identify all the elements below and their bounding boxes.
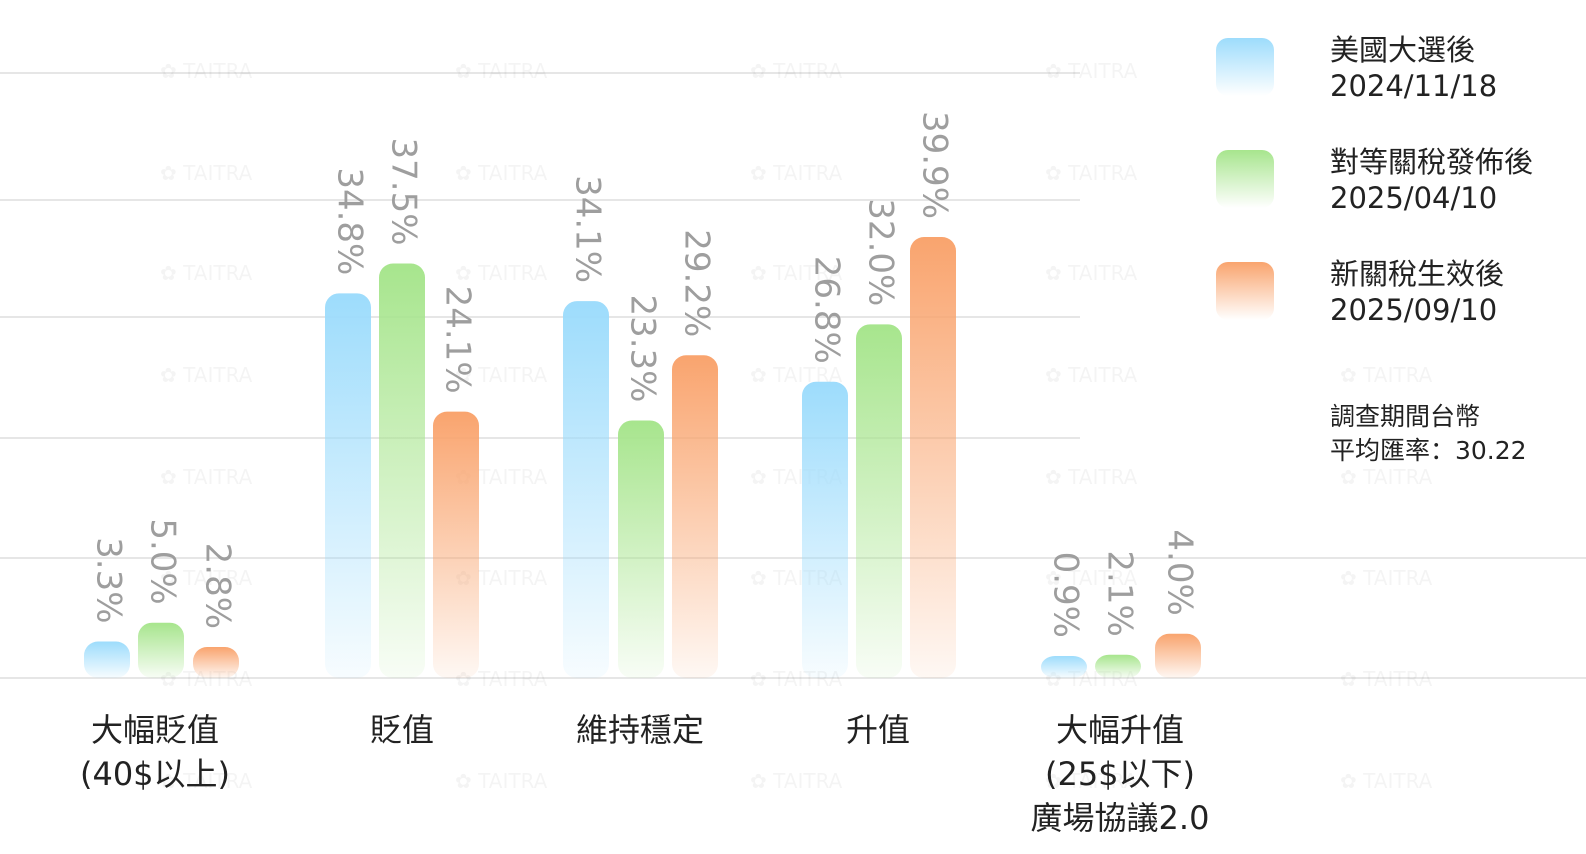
value-label: 26.8%: [807, 256, 847, 364]
watermark-text: ✿ TAITRA: [1340, 465, 1433, 489]
watermark-text: ✿ TAITRA: [160, 363, 253, 387]
category-label-2: 貶值: [369, 711, 434, 749]
watermark-text: ✿ TAITRA: [750, 769, 843, 793]
category-label-4: 升值: [845, 711, 910, 749]
bar: [802, 381, 848, 678]
bar: [856, 324, 902, 678]
legend-label: 新關稅生效後 2025/09/10: [1330, 256, 1504, 328]
watermark-text: ✿ TAITRA: [160, 465, 253, 489]
watermark-text: ✿ TAITRA: [160, 59, 253, 83]
watermark-text: ✿ TAITRA: [160, 161, 253, 185]
legend-series-name: 新關稅生效後: [1330, 257, 1505, 291]
value-label: 2.8%: [198, 543, 238, 629]
watermark-text: ✿ TAITRA: [1045, 566, 1138, 590]
watermark-text: ✿ TAITRA: [1340, 566, 1433, 590]
watermark-text: ✿ TAITRA: [1045, 465, 1138, 489]
legend: 美國大選後 2024/11/18 對等關稅發佈後 2025/04/10 新關稅生…: [1210, 30, 1580, 366]
legend-series-date: 2024/11/18: [1330, 69, 1498, 103]
watermark-layer: ✿ TAITRA ✿ TAITRA ✿ TAITRA ✿ TAITRA ✿ TAITRA…: [160, 59, 1433, 793]
bar: [379, 263, 425, 678]
bar: [563, 301, 609, 678]
legend-series-date: 2025/09/10: [1330, 293, 1498, 327]
watermark-text: ✿ TAITRA: [1045, 261, 1138, 285]
value-label: 4.0%: [1160, 529, 1200, 615]
bar: [138, 622, 184, 678]
watermark-text: ✿ TAITRA: [750, 261, 843, 285]
watermark-text: ✿ TAITRA: [1045, 769, 1138, 793]
legend-label: 美國大選後 2024/11/18: [1330, 32, 1497, 104]
legend-swatch: [1216, 262, 1274, 320]
legend-series-name: 對等關稅發佈後: [1330, 145, 1534, 179]
watermark-text: ✿ TAITRA: [455, 161, 548, 185]
value-label: 2.1%: [1100, 550, 1140, 636]
note-line-1: 調查期間台幣: [1330, 402, 1481, 431]
value-label: 24.1%: [438, 286, 478, 394]
watermark-text: ✿ TAITRA: [1045, 59, 1138, 83]
value-label: 3.3%: [89, 537, 129, 623]
value-label: 34.8%: [330, 167, 370, 275]
category-label-5: 大幅升值 (25$以下) 廣場協議2.0: [1030, 711, 1210, 837]
bar: [433, 411, 479, 678]
watermark-text: ✿ TAITRA: [160, 769, 253, 793]
watermark-text: ✿ TAITRA: [750, 161, 843, 185]
watermark-text: ✿ TAITRA: [1340, 363, 1433, 387]
value-label: 32.0%: [861, 198, 901, 306]
legend-swatch: [1216, 150, 1274, 208]
gridlines: [0, 72, 1586, 679]
legend-swatch: [1216, 38, 1274, 96]
category-label-1: 大幅貶值 (40$以上): [79, 711, 231, 793]
legend-item-series-1: 美國大選後 2024/11/18: [1210, 30, 1580, 142]
value-label: 39.9%: [915, 111, 955, 219]
bar: [325, 293, 371, 678]
bar: [618, 420, 664, 678]
watermark-text: ✿ TAITRA: [1045, 363, 1138, 387]
category-label-3: 維持穩定: [575, 711, 704, 749]
bar: [910, 237, 956, 678]
value-label: 5.0%: [143, 518, 183, 604]
watermark-text: ✿ TAITRA: [455, 261, 548, 285]
legend-item-series-2: 對等關稅發佈後 2025/04/10: [1210, 142, 1580, 254]
bar: [1155, 633, 1201, 678]
watermark-text: ✿ TAITRA: [1045, 161, 1138, 185]
note-line-2: 平均匯率：30.22: [1330, 436, 1527, 465]
bar: [672, 355, 718, 678]
legend-item-series-3: 新關稅生效後 2025/09/10: [1210, 254, 1580, 366]
value-labels: 3.3% 34.8% 34.1% 26.8% 0.9% 5.0% 37.5% 23.3% 32.…: [89, 111, 1200, 638]
watermark-text: ✿ TAITRA: [1340, 667, 1433, 691]
bar: [84, 641, 130, 678]
watermark-text: ✿ TAITRA: [160, 566, 253, 590]
bar: [193, 647, 239, 678]
value-label: 0.9%: [1046, 552, 1086, 638]
legend-series-name: 美國大選後: [1330, 33, 1476, 67]
watermark-text: ✿ TAITRA: [455, 769, 548, 793]
value-label: 29.2%: [677, 229, 717, 337]
bars: [84, 237, 1201, 678]
watermark-text: ✿ TAITRA: [750, 59, 843, 83]
exchange-rate-note: 調查期間台幣 平均匯率：30.22: [1330, 400, 1527, 468]
watermark-text: ✿ TAITRA: [1340, 769, 1433, 793]
watermark-text: ✿ TAITRA: [455, 59, 548, 83]
value-label: 34.1%: [568, 175, 608, 283]
legend-series-date: 2025/04/10: [1330, 181, 1498, 215]
bar: [1041, 656, 1087, 678]
legend-label: 對等關稅發佈後 2025/04/10: [1330, 144, 1533, 216]
watermark-text: ✿ TAITRA: [160, 261, 253, 285]
value-label: 23.3%: [623, 294, 663, 402]
value-label: 37.5%: [384, 138, 424, 246]
bar: [1095, 654, 1141, 678]
watermark-text: ✿ TAITRA: [455, 363, 548, 387]
